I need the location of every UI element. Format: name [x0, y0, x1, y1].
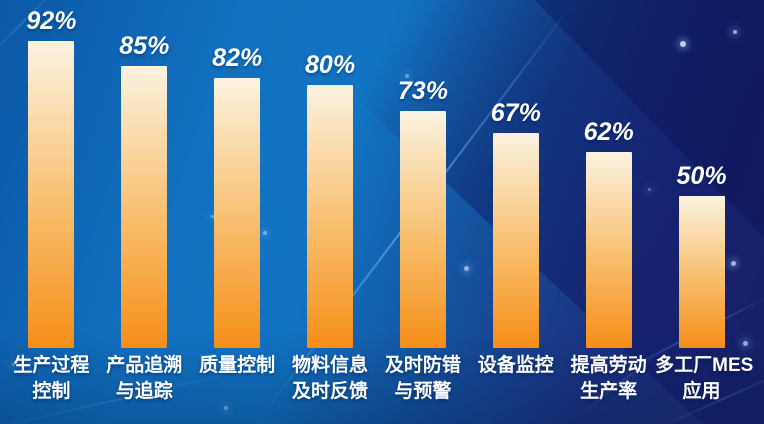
bar	[121, 66, 168, 348]
category-label: 多工厂MES 应用	[655, 348, 754, 405]
bar	[678, 196, 725, 348]
bar-column: 82% 质量控制	[191, 0, 284, 424]
bar	[28, 41, 75, 348]
glow-dot	[211, 215, 214, 218]
bar	[585, 152, 632, 348]
category-label: 提高劳动 生产率	[562, 348, 655, 405]
category-label: 生产过程 控制	[5, 348, 98, 405]
category-label: 质量控制	[191, 348, 284, 379]
bar-column: 73% 及时防错 与预警	[377, 0, 470, 424]
category-label-line: 提高劳动	[570, 355, 647, 376]
category-label-line: 及时防错	[384, 355, 461, 376]
category-label-line: 生产过程	[13, 355, 90, 376]
glow-dot	[648, 188, 651, 191]
bar-value-label: 85%	[119, 32, 170, 60]
category-label-line: 多工厂MES	[655, 355, 754, 376]
bar-value-label: 50%	[676, 162, 727, 190]
bar-column: 62% 提高劳动 生产率	[562, 0, 655, 424]
category-label-line: 物料信息	[292, 355, 369, 376]
category-label-line: 与预警	[394, 381, 452, 402]
category-label-line: 控制	[32, 381, 71, 402]
bar-column: 92% 生产过程 控制	[5, 0, 98, 424]
glow-dot	[743, 341, 748, 346]
glow-dot	[405, 74, 409, 78]
glow-dot	[263, 231, 267, 235]
category-label: 产品追溯 与追踪	[98, 348, 191, 405]
glow-dot	[464, 266, 469, 271]
category-label-line: 质量控制	[199, 355, 276, 376]
bar-value-label: 80%	[305, 51, 356, 79]
bar-value-label: 82%	[212, 44, 263, 72]
bar	[399, 111, 446, 348]
glow-dot	[733, 30, 737, 34]
category-label-line: 生产率	[580, 381, 638, 402]
bar-value-label: 92%	[26, 7, 77, 35]
category-label-line: 及时反馈	[292, 381, 369, 402]
glow-dot	[12, 363, 15, 366]
category-label: 及时防错 与预警	[377, 348, 470, 405]
glow-dot	[224, 406, 228, 410]
category-label: 物料信息 及时反馈	[284, 348, 377, 405]
bar-value-label: 73%	[397, 77, 448, 105]
bar-column: 67% 设备监控	[469, 0, 562, 424]
glow-dot	[680, 41, 686, 47]
bar-value-label: 67%	[490, 99, 541, 127]
category-label: 设备监控	[469, 348, 562, 379]
bar-value-label: 62%	[583, 118, 634, 146]
bar	[214, 78, 261, 348]
bar	[492, 133, 539, 348]
bar	[307, 85, 354, 348]
category-label-line: 设备监控	[477, 355, 554, 376]
bar-column: 80% 物料信息 及时反馈	[284, 0, 377, 424]
bar-column: 50% 多工厂MES 应用	[655, 0, 754, 424]
bar-column: 85% 产品追溯 与追踪	[98, 0, 191, 424]
category-label-line: 与追踪	[115, 381, 173, 402]
glow-dot	[731, 261, 736, 266]
category-label-line: 产品追溯	[106, 355, 183, 376]
category-label-line: 应用	[682, 381, 721, 402]
